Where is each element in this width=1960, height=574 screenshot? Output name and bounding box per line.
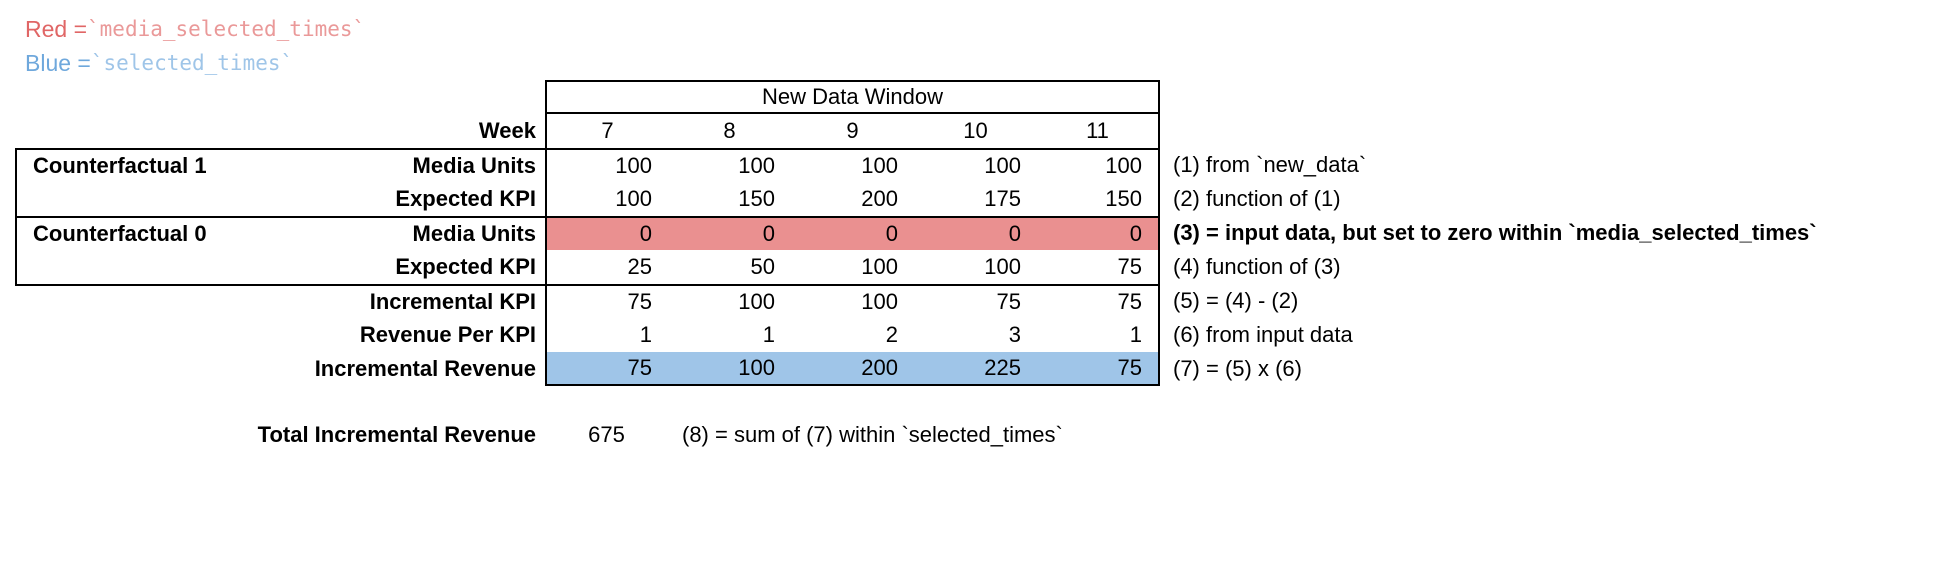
table-cell: 100 bbox=[1037, 148, 1160, 182]
row-label: Incremental KPI bbox=[369, 289, 536, 314]
table-cell-blue: 75 bbox=[545, 352, 668, 386]
row-label-cell: Incremental Revenue bbox=[15, 352, 545, 386]
week-8: 8 bbox=[723, 118, 736, 143]
table-cell: 75 bbox=[1037, 250, 1160, 284]
table-cell-red: 0 bbox=[791, 216, 914, 250]
annotation: (3) = input data, but set to zero within… bbox=[1173, 220, 1817, 245]
table-cell: 175 bbox=[984, 186, 1021, 211]
group-label-counterfactual-1: Counterfactual 1 bbox=[33, 153, 207, 178]
annotation: (2) function of (1) bbox=[1173, 186, 1341, 211]
row-label: Media Units bbox=[412, 221, 536, 246]
table-cell: 2 bbox=[885, 322, 898, 347]
table-cell: 100 bbox=[984, 254, 1021, 279]
total-value: 675 bbox=[588, 422, 625, 447]
table-cell-red: 0 bbox=[668, 216, 791, 250]
table-cell: 1 bbox=[762, 322, 775, 347]
legend-blue-code: `selected_times` bbox=[90, 51, 294, 75]
group-label-counterfactual-0: Counterfactual 0 bbox=[33, 221, 207, 246]
spacer-cell bbox=[15, 80, 545, 114]
row-label-cell: Counterfactual 1 Media Units bbox=[15, 148, 545, 182]
table-cell-blue: 225 bbox=[914, 352, 1037, 386]
legend-red-line: Red = `media_selected_times` bbox=[25, 12, 365, 46]
row-label: Incremental Revenue bbox=[314, 356, 536, 381]
window-header: New Data Window bbox=[545, 80, 1160, 114]
table-cell: 25 bbox=[545, 250, 668, 284]
legend-blue-line: Blue = `selected_times` bbox=[25, 46, 365, 80]
week-label-cell: Week bbox=[15, 114, 545, 148]
row-label: Revenue Per KPI bbox=[359, 322, 536, 347]
row-label-cell: Expected KPI bbox=[15, 182, 545, 216]
total-row: Total Incremental Revenue 675 (8) = sum … bbox=[15, 418, 1063, 452]
table-cell: 100 bbox=[545, 182, 668, 216]
week-10: 10 bbox=[963, 118, 988, 143]
week-11: 11 bbox=[1037, 114, 1160, 148]
table-cell-blue: 200 bbox=[791, 352, 914, 386]
table-cell: 100 bbox=[861, 254, 898, 279]
table-cell-red: 0 bbox=[1037, 216, 1160, 250]
row-label: Media Units bbox=[412, 153, 536, 178]
annotation: (4) function of (3) bbox=[1173, 254, 1341, 279]
table-cell: 100 bbox=[791, 284, 914, 318]
legend-red-label: Red = bbox=[25, 15, 88, 42]
row-label: Expected KPI bbox=[395, 186, 536, 211]
table-cell: 100 bbox=[791, 148, 914, 182]
table-cell: 75 bbox=[545, 284, 668, 318]
table-cell: 100 bbox=[545, 148, 668, 182]
table-cell: 200 bbox=[861, 186, 898, 211]
table-cell-blue: 75 bbox=[1037, 352, 1160, 386]
row-label-cell: Expected KPI bbox=[15, 250, 545, 284]
spacer-cell bbox=[1160, 114, 1817, 148]
table-cell: 100 bbox=[668, 148, 791, 182]
legend-blue-label: Blue = bbox=[25, 49, 91, 76]
table-cell: 75 bbox=[914, 284, 1037, 318]
annotation: (1) from `new_data` bbox=[1173, 152, 1367, 177]
total-annotation: (8) = sum of (7) within `selected_times` bbox=[682, 422, 1063, 447]
table-cell: 150 bbox=[1037, 182, 1160, 216]
row-label-cell: Incremental KPI bbox=[15, 284, 545, 318]
week-7: 7 bbox=[545, 114, 668, 148]
table-cell: 100 bbox=[914, 148, 1037, 182]
annotation: (7) = (5) x (6) bbox=[1173, 356, 1302, 381]
table-cell: 100 bbox=[668, 284, 791, 318]
row-label: Expected KPI bbox=[395, 254, 536, 279]
table-cell: 75 bbox=[1037, 284, 1160, 318]
annotation: (5) = (4) - (2) bbox=[1173, 288, 1299, 313]
total-label: Total Incremental Revenue bbox=[257, 422, 536, 447]
legend-red-code: `media_selected_times` bbox=[87, 17, 366, 41]
row-label-cell: Revenue Per KPI bbox=[15, 318, 545, 352]
legend: Red = `media_selected_times` Blue = `sel… bbox=[25, 12, 365, 80]
table-cell: 1 bbox=[545, 318, 668, 352]
table-cell: 1 bbox=[1037, 318, 1160, 352]
calculation-table: New Data Window Week 7 8 9 10 11 Counter… bbox=[15, 80, 1817, 386]
table-cell: 3 bbox=[1008, 322, 1021, 347]
week-label: Week bbox=[478, 118, 536, 143]
row-label-cell: Counterfactual 0 Media Units bbox=[15, 216, 545, 250]
table-cell-blue: 100 bbox=[668, 352, 791, 386]
table-cell: 150 bbox=[738, 186, 775, 211]
table-cell-red: 0 bbox=[914, 216, 1037, 250]
table-cell-red: 0 bbox=[545, 216, 668, 250]
week-9: 9 bbox=[846, 118, 859, 143]
table-cell: 50 bbox=[750, 254, 775, 279]
spacer-cell bbox=[1160, 80, 1817, 114]
annotation: (6) from input data bbox=[1173, 322, 1353, 347]
